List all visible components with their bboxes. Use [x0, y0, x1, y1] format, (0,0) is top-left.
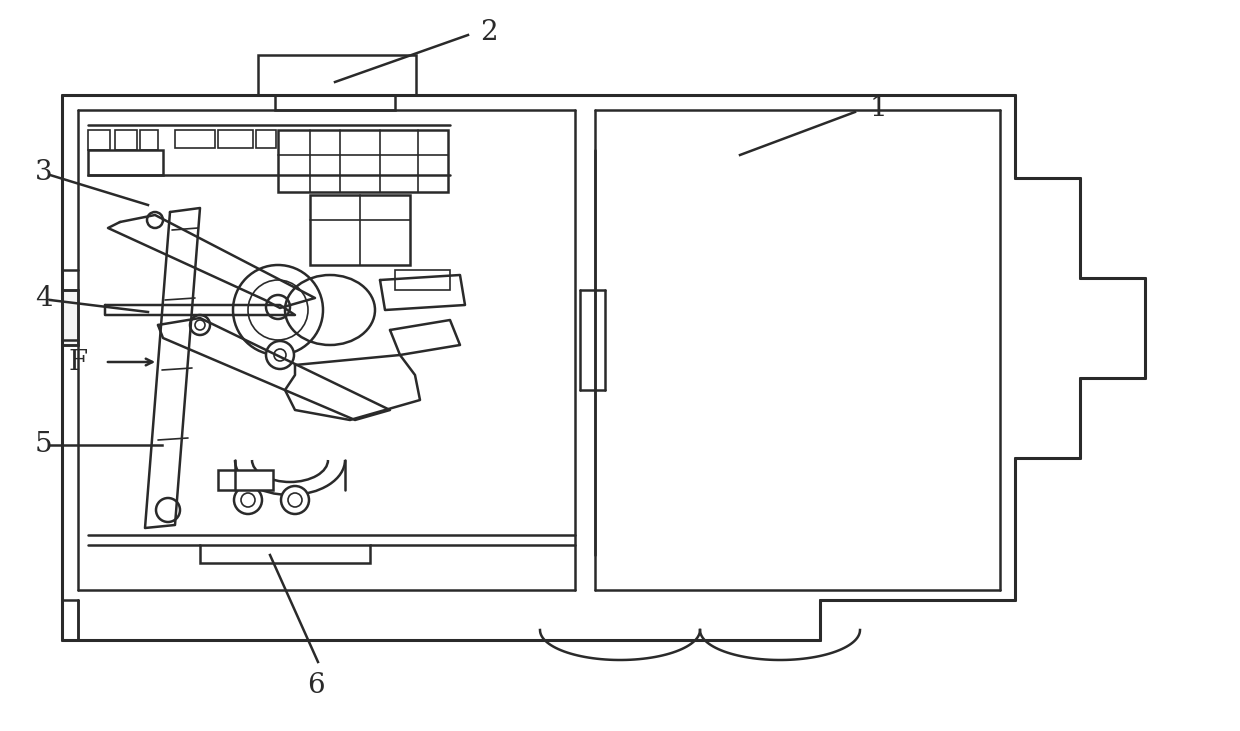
Text: 4: 4: [35, 284, 52, 311]
Bar: [275, 95, 396, 110]
Circle shape: [267, 295, 290, 319]
Text: 6: 6: [308, 672, 325, 699]
Circle shape: [281, 486, 309, 514]
Bar: [140, 130, 157, 150]
Bar: [278, 130, 448, 192]
Text: 2: 2: [480, 18, 497, 45]
Bar: [88, 130, 110, 150]
Bar: [218, 470, 273, 490]
Bar: [115, 130, 136, 150]
Bar: [310, 195, 410, 265]
Circle shape: [195, 320, 205, 330]
Bar: [258, 55, 415, 95]
Bar: [62, 290, 78, 345]
Bar: [396, 270, 450, 290]
Circle shape: [288, 493, 303, 507]
Circle shape: [233, 265, 322, 355]
Bar: [255, 130, 277, 148]
Bar: [200, 545, 370, 563]
Circle shape: [274, 349, 286, 361]
Text: 5: 5: [35, 431, 52, 458]
Circle shape: [156, 498, 180, 522]
Bar: [88, 150, 162, 175]
Bar: [175, 130, 215, 148]
Bar: [218, 130, 253, 148]
Circle shape: [148, 212, 162, 228]
Text: 3: 3: [35, 159, 52, 186]
Circle shape: [248, 280, 308, 340]
Circle shape: [241, 493, 255, 507]
Circle shape: [190, 315, 210, 335]
Circle shape: [267, 341, 294, 369]
Text: 1: 1: [870, 94, 888, 121]
Circle shape: [234, 486, 262, 514]
Text: F: F: [69, 349, 88, 376]
